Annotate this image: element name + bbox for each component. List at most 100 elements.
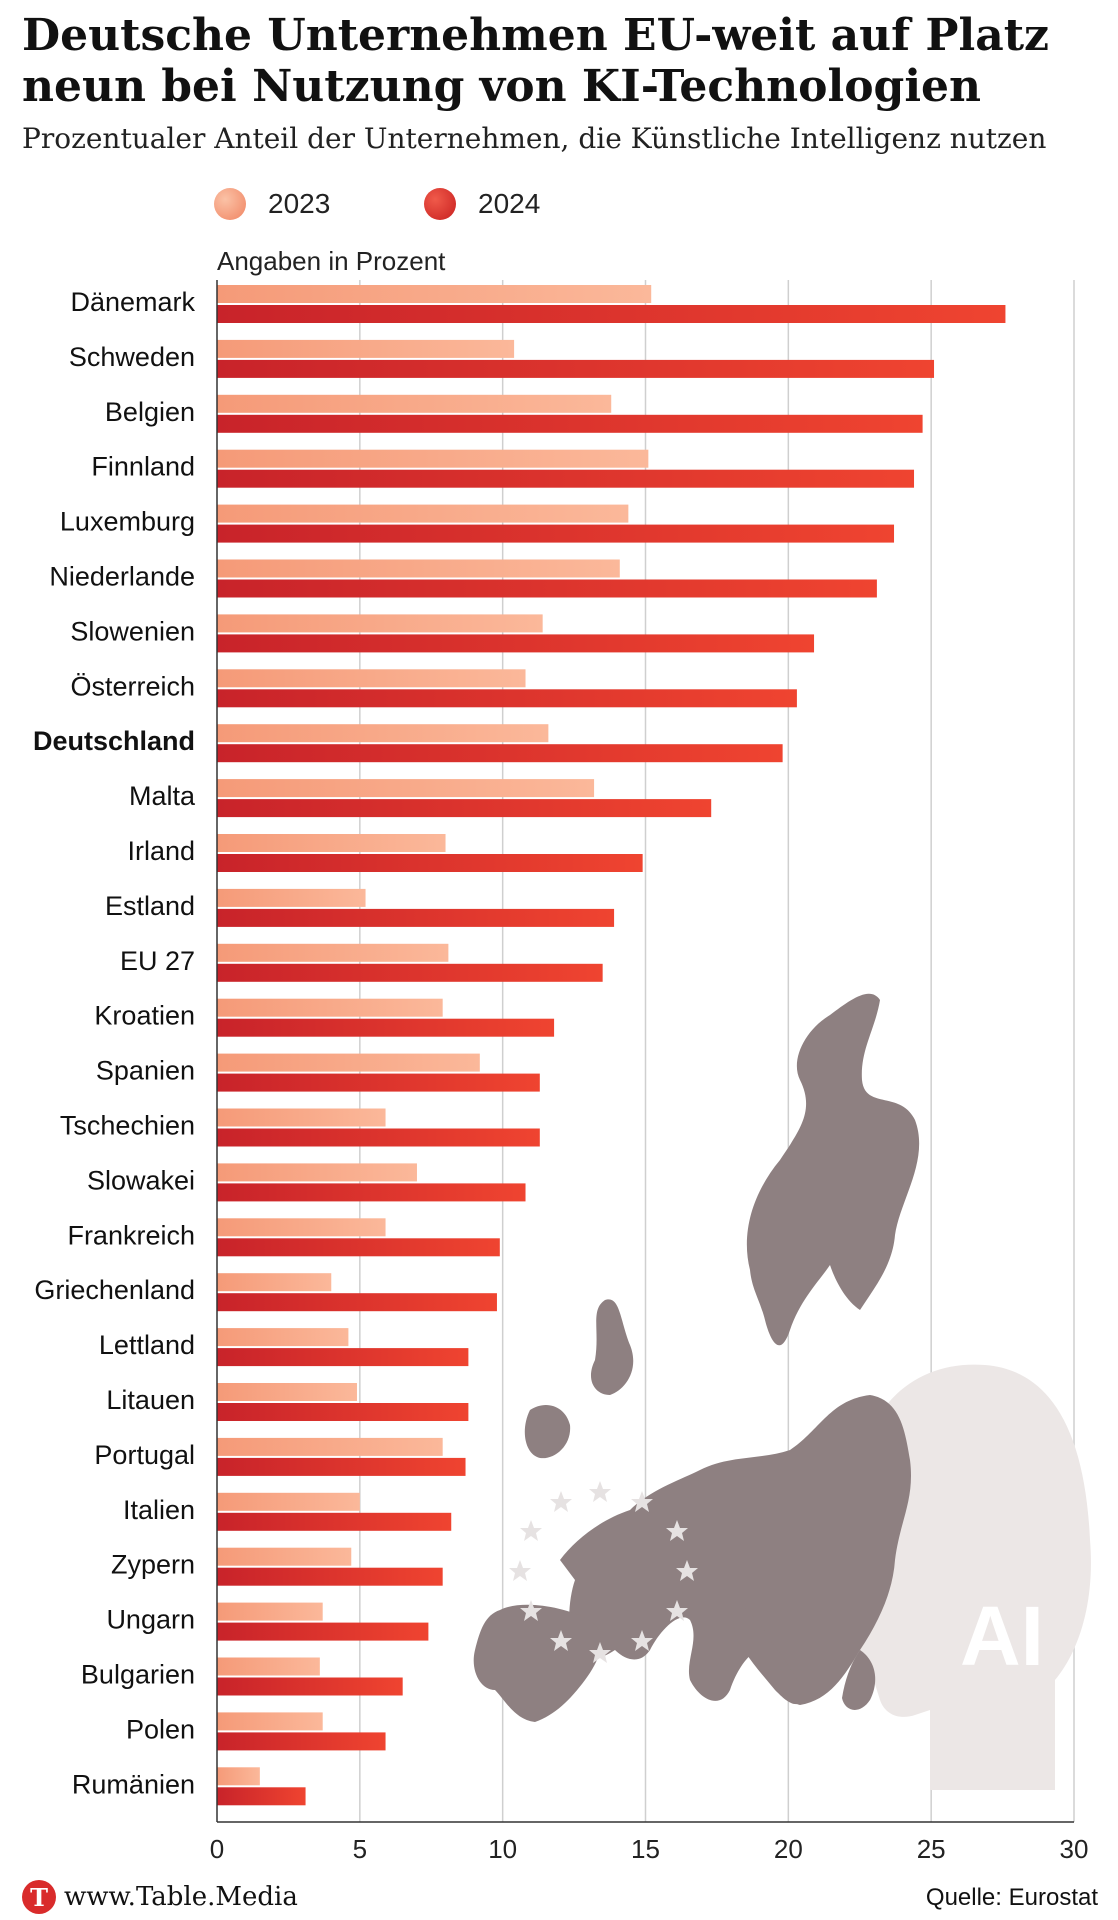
bar-2023-kroatien (217, 998, 443, 1017)
axis-note: Angaben in Prozent (217, 246, 446, 276)
category-label-frankreich: Frankreich (67, 1220, 195, 1250)
bar-2023-litauen (217, 1383, 357, 1401)
category-label-lettland: Lettland (99, 1330, 195, 1360)
legend-item-2024: 2024 (424, 186, 540, 222)
star-icon (509, 1560, 531, 1581)
legend-label-2024: 2024 (478, 188, 541, 219)
category-label-slowakei: Slowakei (87, 1165, 195, 1195)
footer-brand: T www.Table.Media (22, 1880, 298, 1914)
footer-source: Quelle: Eurostat (925, 1884, 1098, 1911)
bar-2024-dänemark (217, 305, 1006, 323)
category-labels: Dänemark Schweden Belgien Finnland Luxemburg… (33, 287, 196, 1799)
star-icon (589, 1642, 611, 1663)
italy-shape (730, 1600, 805, 1705)
continental-europe-shape (560, 1395, 912, 1705)
star-icon (676, 1560, 698, 1581)
bar-2024-rumänien (217, 1787, 306, 1806)
bar-2023-estland (217, 888, 366, 907)
bar-2024-niederlande (217, 579, 877, 598)
bar-2024-portugal (217, 1457, 466, 1476)
bar-2024-zypern (217, 1567, 443, 1586)
bar-2024-polen (217, 1732, 386, 1751)
category-label-malta: Malta (129, 781, 196, 811)
bar-2024-litauen (217, 1403, 469, 1421)
star-icon (520, 1600, 542, 1621)
bar-2023-österreich (217, 669, 526, 688)
category-label-österreich: Österreich (70, 671, 195, 701)
bar-2023-zypern (217, 1547, 352, 1566)
bar-2024-italien (217, 1512, 452, 1531)
bar-2023-dänemark (217, 285, 652, 303)
bar-2023-schweden (217, 339, 515, 358)
bar-2023-malta (217, 779, 595, 798)
x-tick-label-20: 20 (774, 1834, 803, 1864)
bar-2024-malta (217, 799, 712, 818)
bar-2024-kroatien (217, 1018, 555, 1037)
bar-2024-spanien (217, 1073, 540, 1092)
europe-map-illustration: AI (473, 993, 1091, 1790)
category-label-tschechien: Tschechien (60, 1111, 195, 1141)
x-tick-label-0: 0 (210, 1834, 224, 1864)
category-label-slowenien: Slowenien (70, 616, 195, 646)
bar-2023-griechenland (217, 1273, 332, 1292)
bar-2024-finnland (217, 469, 915, 488)
greece-shape (842, 1650, 876, 1710)
category-label-ungarn: Ungarn (106, 1605, 195, 1635)
bar-2023-polen (217, 1712, 323, 1731)
category-label-zypern: Zypern (111, 1550, 195, 1580)
category-label-estland: Estland (105, 891, 195, 921)
bar-2024-eu-27 (217, 963, 603, 982)
chart-subtitle: Prozentualer Anteil der Unternehmen, die… (22, 122, 1047, 155)
bar-2023-niederlande (217, 559, 620, 578)
category-label-bulgarien: Bulgarien (81, 1660, 195, 1690)
category-label-litauen: Litauen (106, 1385, 195, 1415)
bar-2023-slowakei (217, 1163, 417, 1182)
bar-2023-deutschland (217, 724, 549, 743)
legend-label-2023: 2023 (268, 188, 331, 219)
star-icon (550, 1491, 572, 1512)
category-label-griechenland: Griechenland (34, 1275, 195, 1305)
bars (217, 285, 1006, 1806)
category-label-niederlande: Niederlande (49, 562, 195, 592)
uk-ireland-shape (524, 1299, 634, 1459)
category-label-dänemark: Dänemark (70, 287, 195, 317)
category-label-irland: Irland (127, 836, 195, 866)
table-media-logo-icon: T (22, 1880, 56, 1914)
category-label-deutschland: Deutschland (33, 726, 195, 756)
bar-2024-griechenland (217, 1293, 497, 1312)
bar-2023-rumänien (217, 1767, 260, 1786)
iberia-shape (473, 1604, 602, 1722)
bar-2024-belgien (217, 414, 923, 433)
x-tick-label-15: 15 (631, 1834, 660, 1864)
bar-2023-luxemburg (217, 504, 629, 523)
footer-url[interactable]: www.Table.Media (64, 1882, 298, 1912)
x-axis: 0 5 10 15 20 25 30 (210, 280, 1088, 1864)
bar-2023-lettland (217, 1328, 349, 1347)
eu-stars (509, 1481, 698, 1663)
legend-swatch-2024 (424, 188, 456, 220)
category-label-schweden: Schweden (69, 342, 195, 372)
bar-2024-bulgarien (217, 1677, 403, 1696)
bar-2023-irland (217, 834, 446, 852)
bar-2024-tschechien (217, 1128, 540, 1147)
category-label-luxemburg: Luxemburg (60, 507, 195, 537)
bar-2023-slowenien (217, 614, 543, 633)
bar-2024-deutschland (217, 744, 783, 763)
bar-2023-portugal (217, 1437, 443, 1456)
bar-2024-ungarn (217, 1622, 429, 1641)
x-tick-label-10: 10 (488, 1834, 517, 1864)
bar-2024-lettland (217, 1348, 469, 1367)
star-icon (666, 1600, 688, 1621)
bar-2023-belgien (217, 394, 612, 413)
x-tick-label-5: 5 (353, 1834, 367, 1864)
category-label-belgien: Belgien (105, 397, 195, 427)
bar-2024-schweden (217, 359, 935, 378)
category-label-italien: Italien (123, 1495, 195, 1525)
bar-2024-frankreich (217, 1238, 500, 1257)
category-label-spanien: Spanien (96, 1056, 195, 1086)
category-label-eu-27: EU 27 (120, 946, 195, 976)
bar-chart: AI Dänemark Schweden Belgien Finnland Luxemb… (33, 246, 1091, 1864)
bar-2024-estland (217, 908, 615, 927)
bar-2024-luxemburg (217, 524, 895, 543)
bar-2024-irland (217, 854, 643, 872)
